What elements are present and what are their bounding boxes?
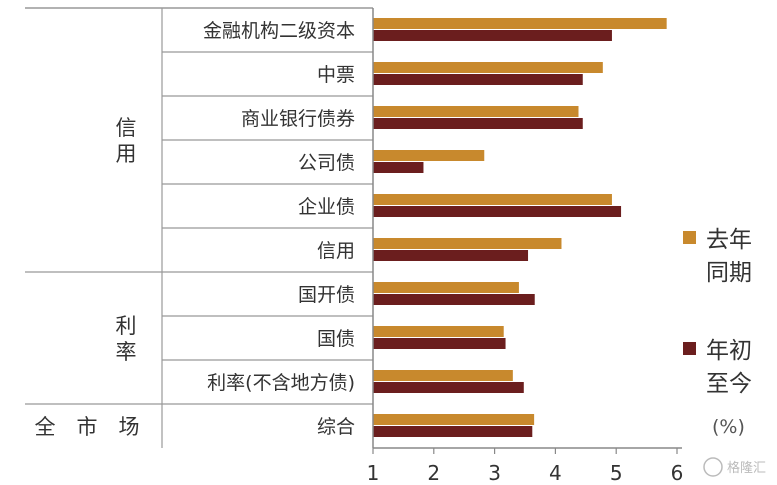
group-label-char: 场 [119,415,140,439]
legend-swatch-last-year [683,231,696,244]
legend-label-ytd-2: 至今 [706,371,752,397]
bar-ytd [373,294,535,305]
category-label: 综合 [317,416,355,438]
x-axis: 1 2 3 4 5 6 [367,8,684,485]
bars [373,18,667,437]
x-tick-label: 6 [671,461,684,485]
grid-lines [25,7,373,448]
watermark-logo-icon [703,457,723,477]
bar-ytd [373,338,506,349]
group-label-char: 信 [116,116,137,140]
bar-ytd [373,74,583,85]
bar-last-year [373,150,485,161]
category-label: 商业银行债券 [241,108,355,130]
category-label: 金融机构二级资本 [203,20,355,42]
bar-last-year [373,194,612,205]
bar-ytd [373,382,524,393]
legend-swatch-ytd [683,342,696,355]
bar-ytd [373,206,622,217]
x-tick-label: 1 [367,461,380,485]
bar-last-year [373,106,579,117]
x-tick-label: 4 [549,461,562,485]
bar-last-year [373,18,667,29]
category-label: 中票 [317,64,355,86]
category-label: 企业债 [298,196,355,218]
watermark-text: 格隆汇 [727,460,766,476]
group-label-char: 全 [35,415,56,439]
legend-label-ytd-1: 年初 [706,338,752,364]
bar-last-year [373,282,519,293]
bar-last-year [373,238,562,249]
category-label: 利率(不含地方债) [207,372,355,394]
watermark: 格隆汇 [703,457,766,477]
group-label-char: 市 [77,415,98,439]
bar-last-year [373,414,535,425]
bar-last-year [373,370,513,381]
bar-ytd [373,118,583,129]
category-label: 信用 [317,240,355,262]
x-tick-label: 5 [610,461,623,485]
bar-last-year [373,62,603,73]
legend: 去年 同期 年初 至今 [683,227,752,397]
x-tick-label: 3 [488,461,501,485]
bar-ytd [373,162,424,173]
unit-label: (%) [712,416,745,438]
legend-label-last-year-2: 同期 [706,260,752,286]
group-label-char: 用 [116,142,137,166]
bar-last-year [373,326,504,337]
category-label: 国开债 [298,284,355,306]
group-labels: 信用利率全市场 [35,116,140,439]
bar-ytd [373,426,533,437]
bar-ytd [373,250,529,261]
group-label-char: 利 [116,314,137,338]
bar-ytd [373,30,612,41]
group-label-char: 率 [116,340,137,364]
x-tick-label: 2 [427,461,440,485]
legend-label-last-year-1: 去年 [706,227,752,253]
category-label: 公司债 [298,152,355,174]
category-label: 国债 [317,328,355,350]
